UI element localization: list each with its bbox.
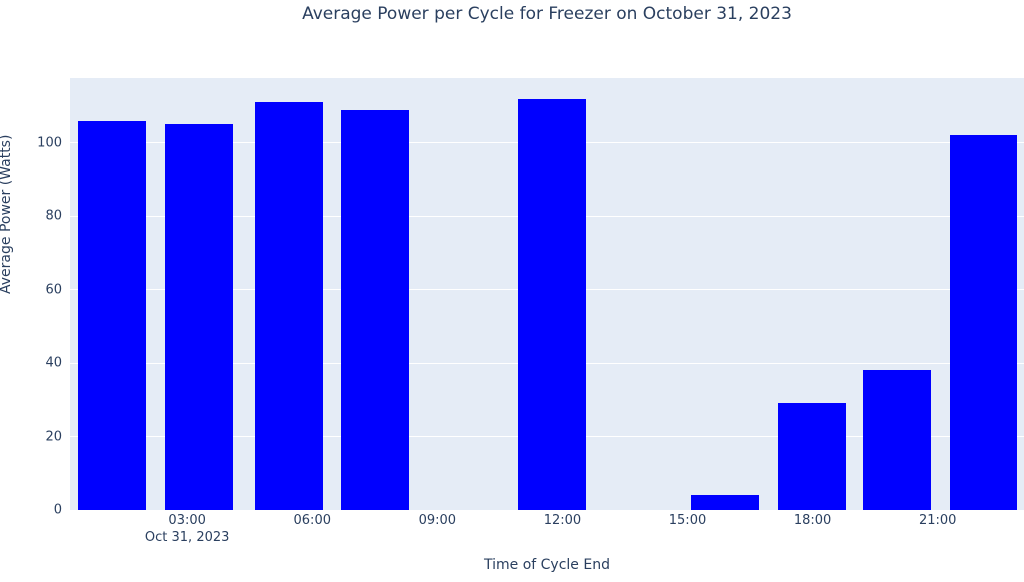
x-tick-label: 15:00 [668,513,707,528]
bar[interactable] [78,120,146,510]
chart-title: Average Power per Cycle for Freezer on O… [302,4,792,24]
bar[interactable] [341,109,409,510]
x-tick-label: 03:00 [168,513,206,528]
plot-area[interactable] [70,78,1024,510]
bar[interactable] [949,135,1018,510]
x-axis-date-label: Oct 31, 2023 [144,530,230,545]
x-tick-label: 18:00 [793,513,832,528]
y-tick-label: 80 [45,208,62,224]
y-tick-label: 20 [45,429,62,445]
y-tick-label: 100 [37,135,62,151]
bar[interactable] [863,370,932,510]
x-tick-label: 21:00 [918,513,957,528]
x-tick-label: 09:00 [418,513,457,528]
y-tick-label: 60 [45,282,62,298]
y-tick-label: 0 [53,502,62,518]
bar[interactable] [518,98,586,510]
y-tick-label: 40 [45,355,62,371]
x-tick-label: 12:00 [543,513,582,528]
x-axis-title: Time of Cycle End [484,557,610,573]
bar[interactable] [691,495,759,510]
bar[interactable] [255,102,323,510]
x-tick-label: 06:00 [293,513,331,528]
bar[interactable] [165,124,233,510]
bar[interactable] [777,403,846,510]
